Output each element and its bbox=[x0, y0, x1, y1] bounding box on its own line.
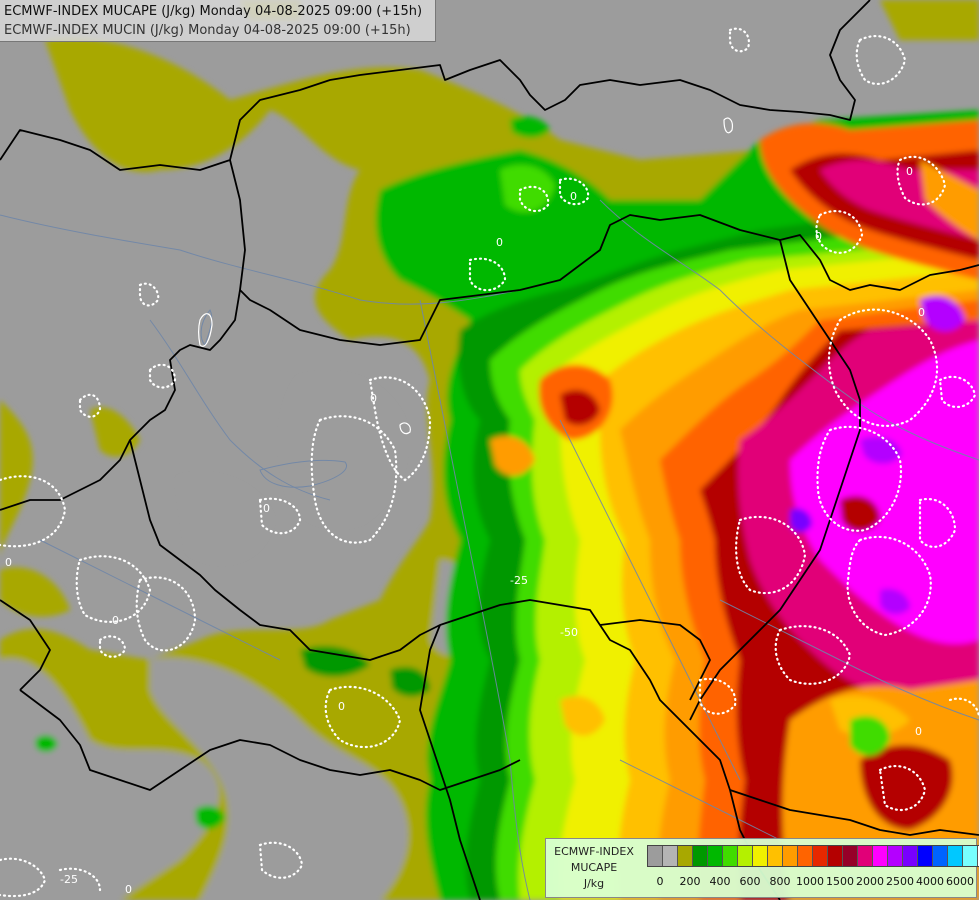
cape-200-400-region bbox=[35, 735, 58, 753]
cape-0-100-region bbox=[880, 0, 979, 40]
legend-field: MUCAPE bbox=[570, 861, 618, 874]
legend-swatch bbox=[648, 846, 663, 866]
cape-violet-region bbox=[920, 296, 965, 332]
legend-swatch bbox=[948, 846, 963, 866]
cape-200-400-region bbox=[510, 116, 550, 138]
cape-0-100-region bbox=[0, 400, 33, 560]
legend-tick-label: 2000 bbox=[856, 875, 884, 888]
cin-label: -25 bbox=[60, 873, 78, 886]
cape-0-100-region bbox=[0, 567, 70, 617]
legend-swatch bbox=[798, 846, 813, 866]
cin-contours bbox=[0, 27, 979, 898]
legend-tick-label: 1000 bbox=[796, 875, 824, 888]
legend-swatch bbox=[828, 846, 843, 866]
cape-100-400-region bbox=[500, 165, 555, 213]
legend-swatch bbox=[663, 846, 678, 866]
cape-violet-region bbox=[880, 588, 910, 615]
legend-tick-label: 200 bbox=[679, 875, 701, 888]
contour-labels: 0 0 0 0 0 0 0 0 0 0 0 0 -25 -25 -50 bbox=[5, 165, 925, 896]
legend-tick-label: 800 bbox=[769, 875, 791, 888]
legend-tick-label: 4000 bbox=[916, 875, 944, 888]
legend-tick-label: 400 bbox=[709, 875, 731, 888]
cape-200-400-region bbox=[300, 645, 370, 677]
cape-violet-region bbox=[790, 508, 812, 533]
cin-label: 0 bbox=[263, 502, 270, 515]
legend-swatch bbox=[783, 846, 798, 866]
cin-label: 0 bbox=[496, 236, 503, 249]
cape-red-region bbox=[860, 745, 953, 830]
no-cape-area bbox=[283, 376, 403, 524]
cin-label: 0 bbox=[5, 556, 12, 569]
legend-tick-label: 0 bbox=[656, 875, 664, 888]
legend-swatch bbox=[933, 846, 948, 866]
no-cape-area bbox=[0, 658, 220, 900]
cin-label: 0 bbox=[570, 190, 577, 203]
no-cape-area bbox=[180, 477, 270, 560]
cape-purple-region bbox=[790, 340, 979, 644]
cape-red-region bbox=[840, 496, 880, 532]
cin-label: 0 bbox=[112, 614, 119, 627]
legend-swatch bbox=[888, 846, 903, 866]
cin-solid-contours bbox=[197, 117, 733, 435]
cape-red-region bbox=[560, 390, 600, 426]
cin-label: -50 bbox=[560, 626, 578, 639]
color-legend: ECMWF-INDEX MUCAPE J/kg 0 200 400 600 800 100… bbox=[545, 838, 979, 898]
cin-label: 0 bbox=[370, 392, 377, 405]
legend-swatch bbox=[723, 846, 738, 866]
legend-swatch bbox=[873, 846, 888, 866]
legend-tick-label: 1500 bbox=[826, 875, 854, 888]
cape-violet-region bbox=[860, 436, 902, 464]
legend-swatch bbox=[738, 846, 753, 866]
legend-model: ECMWF-INDEX bbox=[554, 845, 634, 858]
no-cape-area bbox=[150, 658, 409, 900]
legend-swatch bbox=[708, 846, 723, 866]
cin-label: 0 bbox=[338, 700, 345, 713]
legend-swatch bbox=[918, 846, 933, 866]
cin-label: 0 bbox=[915, 725, 922, 738]
cin-label: 0 bbox=[918, 306, 925, 319]
cape-200-400-region bbox=[850, 716, 890, 756]
map-title: ECMWF-INDEX MUCAPE (J/kg) Monday 04-08-2… bbox=[4, 4, 423, 19]
cin-label: 0 bbox=[815, 230, 822, 243]
cin-label: -25 bbox=[510, 574, 528, 587]
legend-swatch bbox=[813, 846, 828, 866]
cape-orange-region bbox=[490, 436, 535, 476]
legend-swatch bbox=[768, 846, 783, 866]
map-subtitle: ECMWF-INDEX MUCIN (J/kg) Monday 04-08-20… bbox=[4, 23, 411, 38]
legend-tick-label: 600 bbox=[739, 875, 761, 888]
cape-orange-region bbox=[920, 160, 979, 240]
legend-swatch bbox=[858, 846, 873, 866]
legend-swatch bbox=[678, 846, 693, 866]
legend-unit: J/kg bbox=[583, 877, 605, 890]
legend-swatch bbox=[963, 846, 978, 866]
map-title-box: ECMWF-INDEX MUCAPE (J/kg) Monday 04-08-2… bbox=[0, 0, 436, 42]
cape-200-400-region bbox=[390, 666, 430, 697]
cape-orange-region bbox=[560, 696, 605, 736]
legend-swatches bbox=[647, 845, 979, 867]
legend-swatch bbox=[903, 846, 918, 866]
rivers bbox=[0, 199, 979, 900]
legend-swatch bbox=[753, 846, 768, 866]
cin-label: 0 bbox=[125, 883, 132, 896]
legend-swatch bbox=[843, 846, 858, 866]
cape-200-400-region bbox=[195, 805, 225, 830]
cin-label: 0 bbox=[906, 165, 913, 178]
legend-tick-label: 6000 bbox=[946, 875, 974, 888]
legend-swatch bbox=[693, 846, 708, 866]
legend-tick-label: 2500 bbox=[886, 875, 914, 888]
